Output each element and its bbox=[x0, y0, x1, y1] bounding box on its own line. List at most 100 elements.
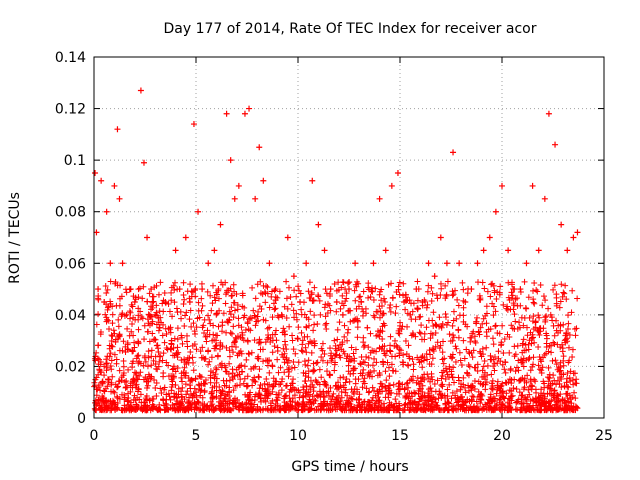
data-point bbox=[450, 405, 457, 412]
data-point bbox=[562, 282, 569, 289]
data-point bbox=[136, 372, 143, 379]
data-point bbox=[98, 369, 105, 376]
data-point bbox=[526, 337, 533, 344]
data-point bbox=[432, 343, 439, 350]
data-point bbox=[182, 234, 189, 241]
data-point bbox=[410, 366, 417, 373]
data-point bbox=[149, 299, 156, 306]
data-point bbox=[201, 387, 208, 394]
data-point bbox=[107, 398, 114, 405]
data-point bbox=[223, 344, 230, 351]
data-point bbox=[108, 379, 115, 386]
data-point bbox=[450, 317, 457, 324]
data-point bbox=[467, 338, 474, 345]
data-point bbox=[360, 366, 367, 373]
data-point bbox=[532, 324, 539, 331]
data-point bbox=[103, 360, 110, 367]
data-point bbox=[490, 341, 497, 348]
data-point bbox=[104, 403, 111, 410]
data-point bbox=[181, 364, 188, 371]
data-point bbox=[416, 329, 423, 336]
data-point bbox=[495, 348, 502, 355]
data-point bbox=[468, 334, 475, 341]
data-point bbox=[117, 282, 124, 289]
data-point bbox=[201, 401, 208, 408]
data-point bbox=[488, 380, 495, 387]
data-point bbox=[264, 284, 271, 291]
data-point bbox=[454, 296, 461, 303]
data-point bbox=[434, 295, 441, 302]
data-point bbox=[367, 369, 374, 376]
data-point bbox=[124, 325, 131, 332]
data-point bbox=[564, 247, 571, 254]
data-point bbox=[239, 303, 246, 310]
data-point bbox=[512, 318, 519, 325]
data-point bbox=[324, 309, 331, 316]
y-tick-label: 0 bbox=[77, 411, 86, 427]
data-point bbox=[370, 297, 377, 304]
data-point bbox=[478, 391, 485, 398]
data-point bbox=[206, 316, 213, 323]
data-point bbox=[373, 359, 380, 366]
data-point bbox=[226, 388, 233, 395]
data-point bbox=[144, 402, 151, 409]
data-point bbox=[144, 363, 151, 370]
data-point bbox=[186, 382, 193, 389]
data-point bbox=[406, 355, 413, 362]
data-point bbox=[153, 302, 160, 309]
data-point bbox=[545, 364, 552, 371]
data-point bbox=[212, 371, 219, 378]
data-point bbox=[160, 350, 167, 357]
data-point bbox=[137, 369, 144, 376]
data-point bbox=[281, 303, 288, 310]
data-point bbox=[440, 338, 447, 345]
data-point bbox=[169, 352, 176, 359]
data-point bbox=[188, 400, 195, 407]
data-point bbox=[352, 346, 359, 353]
data-point bbox=[213, 379, 220, 386]
data-point bbox=[376, 333, 383, 340]
data-point bbox=[270, 375, 277, 382]
data-point bbox=[303, 260, 310, 267]
data-point bbox=[266, 260, 273, 267]
data-point bbox=[293, 293, 300, 300]
data-point bbox=[428, 284, 435, 291]
data-point bbox=[460, 286, 467, 293]
data-point bbox=[318, 345, 325, 352]
data-point bbox=[491, 289, 498, 296]
data-point bbox=[449, 322, 456, 329]
data-point bbox=[311, 321, 318, 328]
data-point bbox=[231, 395, 238, 402]
data-point bbox=[313, 360, 320, 366]
data-point bbox=[437, 390, 444, 397]
data-point bbox=[208, 354, 215, 361]
data-point bbox=[121, 394, 128, 401]
data-point bbox=[98, 177, 105, 184]
data-point bbox=[373, 398, 380, 405]
data-point bbox=[116, 195, 123, 202]
data-point bbox=[351, 355, 358, 362]
data-point bbox=[337, 305, 344, 312]
data-point bbox=[508, 295, 515, 302]
data-point bbox=[387, 308, 394, 315]
data-point bbox=[429, 346, 436, 353]
data-point bbox=[468, 397, 475, 404]
data-point bbox=[111, 389, 118, 396]
data-point bbox=[185, 375, 192, 382]
data-point bbox=[429, 355, 436, 362]
data-point bbox=[436, 345, 443, 352]
data-point bbox=[283, 406, 290, 413]
data-point bbox=[465, 372, 472, 379]
data-point bbox=[181, 322, 188, 329]
data-point bbox=[143, 378, 150, 385]
x-tick-label: 10 bbox=[289, 428, 307, 444]
data-point bbox=[125, 401, 132, 408]
data-point bbox=[252, 322, 259, 329]
data-point bbox=[302, 344, 309, 351]
data-point bbox=[429, 331, 436, 338]
data-point bbox=[433, 402, 440, 409]
data-point bbox=[445, 406, 452, 413]
data-point bbox=[452, 392, 459, 399]
data-point bbox=[256, 144, 263, 151]
data-point bbox=[392, 368, 399, 375]
